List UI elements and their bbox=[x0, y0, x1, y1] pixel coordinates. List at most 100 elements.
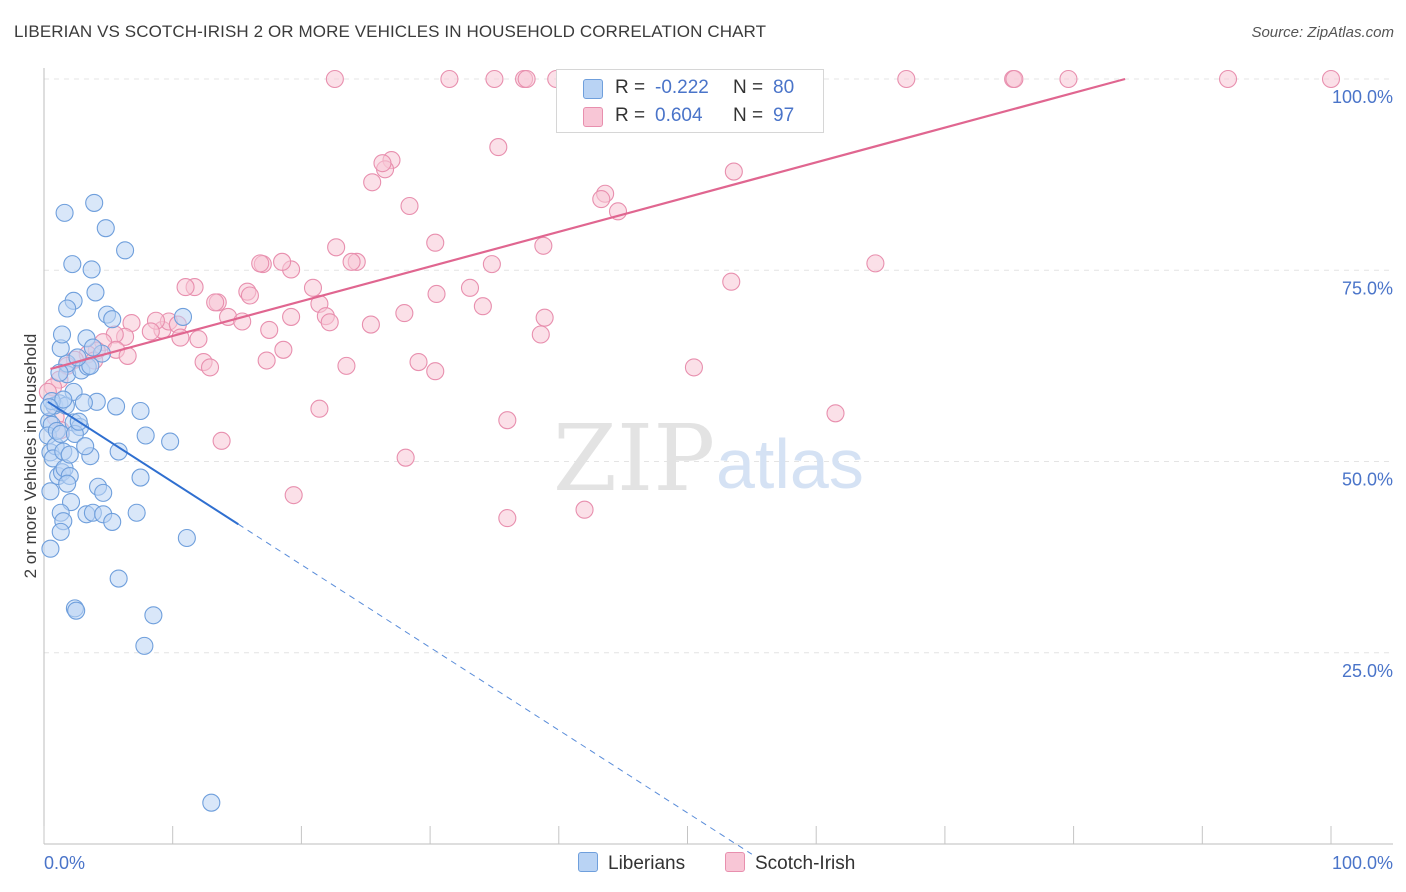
gridlines bbox=[44, 78, 1393, 654]
scotch-irish-point bbox=[240, 286, 259, 305]
scotch-irish-point bbox=[531, 325, 550, 344]
legend-item-scotch-irish[interactable]: Scotch-Irish bbox=[725, 852, 855, 875]
scotch-irish-point bbox=[826, 404, 845, 423]
liberian-point bbox=[173, 307, 193, 326]
liberian-point bbox=[58, 474, 77, 493]
liberian-point bbox=[202, 793, 221, 812]
n-value: 80 bbox=[773, 77, 795, 98]
scotch-irish-point bbox=[303, 278, 323, 297]
liberian-point bbox=[60, 445, 79, 464]
r-label: R = bbox=[615, 105, 646, 126]
liberian-point bbox=[85, 193, 104, 212]
scotch-irish-point bbox=[396, 448, 415, 467]
scotch-irish-point bbox=[473, 297, 492, 316]
scotch-irish-point bbox=[176, 278, 195, 297]
liberian-point bbox=[131, 468, 150, 487]
liberian-point bbox=[41, 539, 60, 558]
scotch-irish-point bbox=[206, 293, 225, 312]
liberian-trend-extension bbox=[238, 523, 753, 855]
liberian-point bbox=[109, 569, 128, 588]
liberian-point bbox=[136, 426, 155, 445]
liberian-point bbox=[54, 390, 73, 409]
liberian-point bbox=[55, 203, 74, 222]
legend-row-liberians: R = -0.222 N = 80 bbox=[557, 73, 823, 101]
liberian-point bbox=[135, 636, 154, 655]
liberian-point bbox=[127, 503, 146, 522]
scotch-irish-point bbox=[212, 431, 231, 450]
scotch-irish-point bbox=[1059, 69, 1078, 89]
liberian-point bbox=[107, 397, 126, 416]
liberians-legend-swatch bbox=[578, 852, 598, 872]
liberian-point bbox=[177, 528, 196, 548]
stats-legend: R = -0.222 N = 80 R = 0.604 N = 97 bbox=[556, 69, 824, 133]
scotch-irish-point bbox=[363, 173, 382, 192]
scotch-irish-point bbox=[482, 255, 501, 274]
watermark-zip: ZIP bbox=[553, 405, 715, 512]
scotch-irish-point bbox=[440, 69, 459, 89]
scotch-irish-point bbox=[684, 358, 703, 377]
liberian-point bbox=[144, 606, 163, 625]
scotch-irish-point bbox=[485, 69, 504, 89]
scotch-irish-point bbox=[282, 307, 301, 326]
liberian-point bbox=[82, 260, 101, 279]
scotch-irish-point bbox=[251, 254, 270, 273]
liberian-point bbox=[96, 219, 115, 238]
scotch-irish-point bbox=[1321, 69, 1341, 89]
r-value: -0.222 bbox=[655, 77, 709, 98]
liberian-point bbox=[131, 401, 150, 421]
scotch-irish-point bbox=[592, 190, 611, 209]
scotch-irish-point bbox=[409, 352, 428, 372]
liberian-point bbox=[94, 483, 113, 502]
scotch-irish-point bbox=[575, 500, 594, 519]
watermark: ZIP atlas bbox=[553, 405, 864, 512]
scotch-irish-point bbox=[361, 315, 380, 334]
y-tick-label: 50.0% bbox=[1342, 470, 1393, 490]
scotch-irish-point bbox=[325, 69, 344, 89]
scotch-irish-point bbox=[310, 399, 329, 418]
scotch-irish-point bbox=[426, 233, 445, 252]
liberian-point bbox=[83, 338, 102, 357]
liberian-point bbox=[86, 283, 105, 302]
liberian-point bbox=[67, 601, 86, 620]
scotch-irish-swatch bbox=[583, 107, 603, 127]
legend-item-liberians[interactable]: Liberians bbox=[578, 852, 685, 875]
scotch-irish-point bbox=[257, 351, 276, 370]
y-axis-label: 2 or more Vehicles in Household bbox=[21, 334, 40, 579]
source-label: Source: ZipAtlas.com bbox=[1251, 24, 1394, 41]
scotch-irish-point bbox=[1005, 69, 1024, 89]
scotch-irish-point bbox=[400, 196, 419, 216]
scotch-irish-point bbox=[260, 320, 279, 339]
scotch-irish-point bbox=[897, 69, 916, 89]
liberian-point bbox=[103, 310, 122, 329]
y-tick-label: 25.0% bbox=[1342, 661, 1393, 681]
scotch-irish-point bbox=[535, 308, 554, 327]
scotch-irish-point bbox=[320, 313, 339, 332]
liberian-point bbox=[109, 442, 128, 461]
liberian-point bbox=[116, 241, 135, 260]
scotch-irish-point bbox=[724, 162, 743, 181]
scotch-irish-point bbox=[273, 252, 292, 271]
liberian-point bbox=[41, 482, 60, 501]
liberian-point bbox=[52, 325, 72, 344]
scotch-irish-point bbox=[489, 138, 508, 157]
n-label: N = bbox=[733, 77, 764, 98]
r-value: 0.604 bbox=[655, 105, 703, 126]
scotch-irish-point bbox=[342, 252, 361, 271]
scotch-irish-point bbox=[395, 304, 414, 323]
scotch-irish-point bbox=[426, 362, 445, 381]
liberian-point bbox=[74, 393, 93, 412]
scotch-irish-point bbox=[517, 69, 536, 89]
scotch-irish-point bbox=[534, 236, 553, 255]
trend-lines bbox=[47, 77, 1126, 855]
scotch-irish-point bbox=[189, 330, 208, 349]
chart-title: LIBERIAN VS SCOTCH-IRISH 2 OR MORE VEHIC… bbox=[14, 22, 767, 41]
scotch-irish-point bbox=[200, 358, 220, 377]
scotch-irish-legend-swatch bbox=[725, 852, 745, 872]
liberian-point bbox=[161, 432, 180, 451]
watermark-atlas: atlas bbox=[716, 425, 864, 503]
n-label: N = bbox=[733, 105, 764, 126]
liberians-swatch bbox=[583, 79, 603, 99]
scotch-irish-point bbox=[1218, 69, 1238, 89]
legend-label: Liberians bbox=[608, 853, 686, 874]
